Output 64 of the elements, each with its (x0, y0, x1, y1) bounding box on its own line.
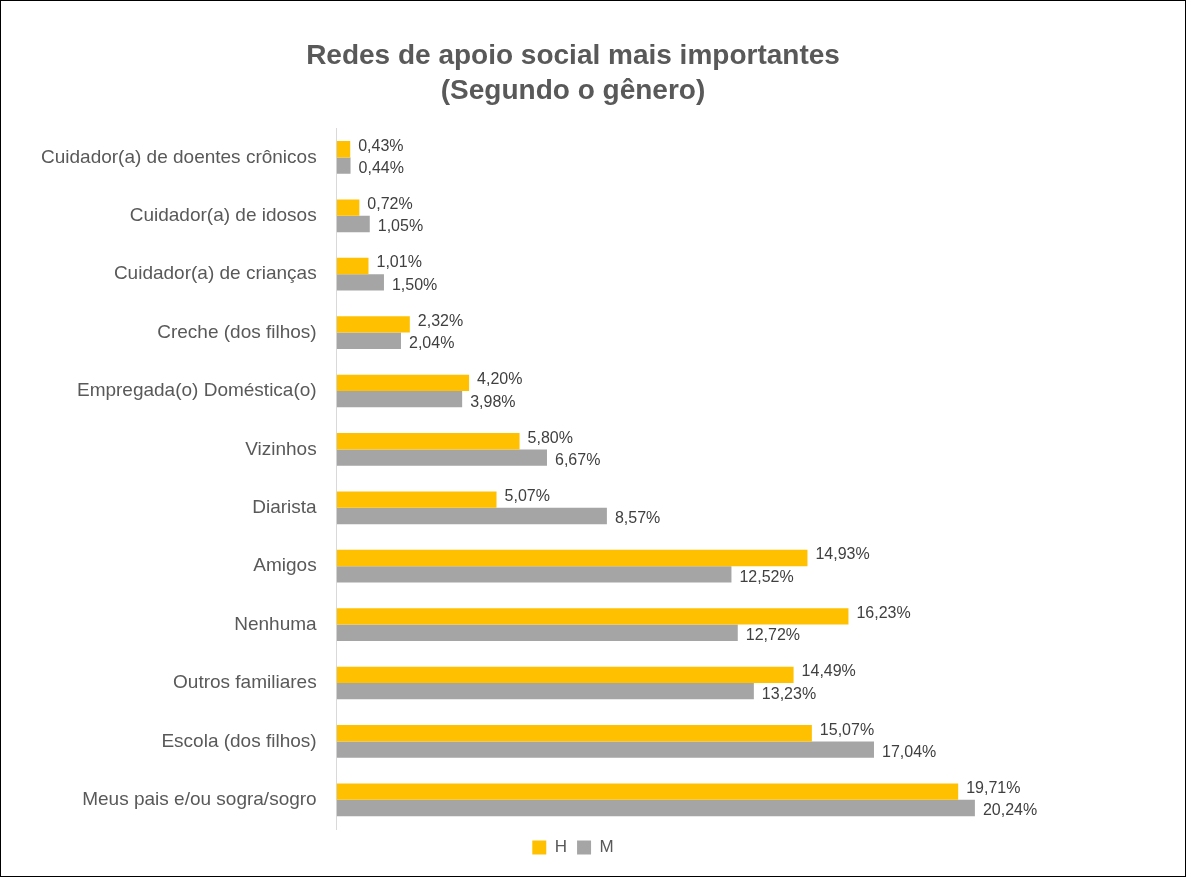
bar (336, 449, 547, 466)
bar (336, 215, 370, 233)
data-label: 1,50% (391, 275, 438, 293)
y-tick-label: Diarista (252, 496, 318, 518)
y-tick-label: Outros familiares (173, 671, 317, 693)
bar (336, 157, 351, 174)
data-label: 14,93% (815, 545, 870, 563)
data-label: 2,32% (417, 311, 464, 329)
legend-label: M (599, 837, 614, 857)
data-label: 0,43% (358, 136, 404, 154)
y-tick-label: Empregada(o) Doméstica(o) (76, 379, 317, 401)
bar (336, 257, 369, 275)
bar (336, 725, 812, 742)
y-tick-label: Amigos (253, 554, 317, 576)
bar (336, 507, 607, 525)
bar (336, 332, 401, 349)
data-label: 20,24% (982, 801, 1038, 819)
data-label: 12,72% (745, 626, 801, 644)
data-label: 2,04% (408, 334, 455, 352)
bar (336, 491, 497, 508)
data-label: 3,98% (470, 392, 516, 410)
bar (336, 608, 849, 625)
data-label: 5,07% (504, 487, 550, 505)
data-label: 0,72% (367, 195, 413, 213)
bar (336, 566, 732, 583)
bar (336, 141, 351, 158)
bar (336, 683, 754, 700)
data-label: 5,80% (527, 428, 573, 446)
bar (336, 316, 410, 333)
bar (336, 433, 520, 450)
data-label: 15,07% (819, 720, 875, 738)
y-tick-label: Escola (dos filhos) (161, 729, 317, 751)
data-label: 12,52% (739, 567, 794, 585)
y-tick-label: Nenhuma (234, 612, 318, 634)
data-label: 8,57% (614, 509, 661, 527)
data-label: 1,01% (376, 253, 422, 271)
chart-subtitle: (Segundo o gênero) (440, 74, 706, 106)
y-tick-label: Cuidador(a) de crianças (113, 262, 317, 284)
bar (336, 199, 360, 216)
bar (336, 783, 959, 800)
legend-label: H (554, 837, 568, 857)
bar (336, 741, 874, 758)
y-tick-label: Cuidador(a) de idosos (129, 204, 317, 226)
bar (336, 624, 738, 641)
data-label: 16,23% (856, 603, 911, 621)
bar (336, 374, 470, 391)
bar (336, 549, 808, 567)
data-label: 6,67% (554, 450, 601, 468)
y-tick-label: Meus pais e/ou sogra/sogro (82, 788, 317, 810)
data-label: 14,49% (801, 662, 856, 680)
bar (336, 274, 384, 291)
chart-title: Redes de apoio social mais importantes (306, 38, 840, 70)
data-label: 13,23% (761, 684, 817, 702)
bar (336, 666, 794, 683)
data-label: 4,20% (477, 370, 523, 388)
bar (336, 799, 975, 817)
data-label: 19,71% (966, 779, 1021, 797)
y-tick-label: Cuidador(a) de doentes crônicos (40, 145, 317, 167)
y-tick-label: Vizinhos (245, 437, 317, 459)
bar (336, 391, 463, 408)
data-label: 1,05% (377, 217, 424, 235)
data-label: 17,04% (881, 742, 937, 760)
data-label: 0,44% (358, 158, 404, 176)
y-tick-label: Creche (dos filhos) (157, 320, 317, 342)
